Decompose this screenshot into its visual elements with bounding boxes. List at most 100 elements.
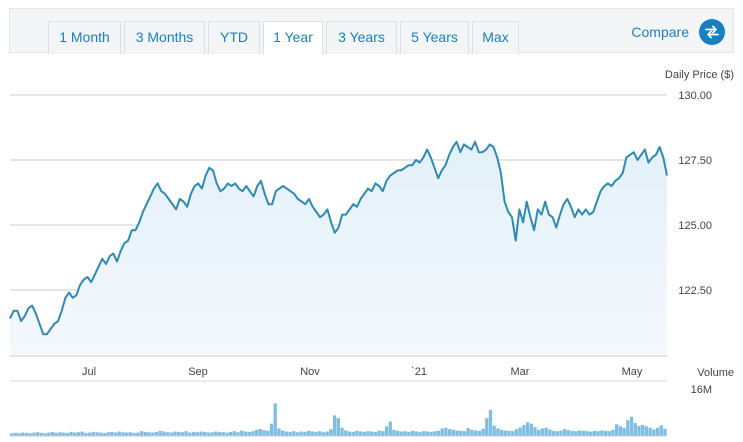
volume-bar bbox=[566, 430, 571, 436]
volume-bar bbox=[611, 429, 615, 436]
volume-bar bbox=[436, 430, 441, 436]
volume-bar bbox=[280, 430, 285, 436]
volume-bar bbox=[54, 432, 58, 436]
volume-bar bbox=[622, 427, 626, 436]
volume-bar bbox=[440, 428, 444, 436]
volume-bar bbox=[95, 432, 99, 436]
volume-bar bbox=[295, 432, 300, 436]
volume-bar bbox=[158, 430, 162, 436]
volume-bar bbox=[195, 432, 199, 436]
volume-bar bbox=[310, 431, 314, 436]
volume-bar bbox=[76, 432, 81, 436]
volume-bar bbox=[496, 428, 500, 436]
y-tick-label: 127.50 bbox=[678, 155, 712, 167]
volume-bar bbox=[329, 429, 333, 437]
x-tick-label: May bbox=[622, 366, 643, 378]
volume-bar bbox=[589, 431, 593, 436]
volume-bar bbox=[80, 431, 84, 436]
volume-bar bbox=[503, 430, 507, 436]
volume-bar bbox=[243, 431, 248, 436]
volume-bar bbox=[607, 431, 611, 436]
volume-bar bbox=[203, 431, 207, 437]
tab-1-month[interactable]: 1 Month bbox=[48, 21, 121, 54]
volume-bar bbox=[13, 432, 18, 436]
volume-bar bbox=[314, 431, 318, 437]
volume-bar bbox=[652, 429, 656, 436]
volume-bar bbox=[229, 431, 233, 437]
volume-bar bbox=[58, 432, 62, 436]
volume-bar bbox=[136, 432, 140, 436]
volume-bar bbox=[559, 430, 563, 436]
volume-bar bbox=[262, 430, 266, 436]
volume-bar bbox=[162, 431, 166, 436]
volume-bar bbox=[384, 426, 389, 437]
price-area bbox=[10, 141, 667, 355]
volume-bar bbox=[522, 425, 526, 436]
volume-bar bbox=[429, 431, 433, 437]
volume-bar bbox=[381, 431, 385, 436]
tab-3-years[interactable]: 3 Years bbox=[326, 21, 397, 54]
volume-bar bbox=[47, 432, 51, 436]
tab-ytd[interactable]: YTD bbox=[208, 21, 260, 54]
volume-bar bbox=[544, 427, 548, 436]
volume-bar bbox=[518, 427, 522, 436]
volume-bar bbox=[143, 431, 147, 437]
tab-5-years[interactable]: 5 Years bbox=[400, 21, 469, 54]
volume-bar bbox=[84, 432, 88, 436]
volume-bar bbox=[448, 429, 452, 437]
volume-bar bbox=[533, 427, 537, 436]
volume-bar bbox=[206, 432, 211, 436]
volume-bar bbox=[214, 431, 218, 436]
volume-bar bbox=[540, 428, 545, 436]
volume-bar bbox=[362, 431, 366, 437]
volume-bar bbox=[269, 423, 274, 437]
volume-bar bbox=[644, 426, 649, 437]
volume-bar bbox=[273, 403, 277, 436]
compare-button[interactable]: Compare bbox=[631, 18, 725, 46]
volume-bar bbox=[615, 424, 619, 436]
volume-bar bbox=[574, 431, 578, 436]
volume-bar bbox=[551, 430, 556, 436]
y-tick-label: 122.50 bbox=[678, 285, 712, 297]
volume-bar bbox=[32, 432, 36, 436]
tab-max[interactable]: Max bbox=[472, 21, 519, 54]
volume-bar bbox=[422, 431, 426, 436]
volume-bar bbox=[225, 432, 229, 436]
volume-bar bbox=[240, 430, 244, 436]
volume-bar bbox=[603, 430, 608, 436]
tab-1-year[interactable]: 1 Year bbox=[263, 21, 323, 55]
volume-bar bbox=[87, 432, 92, 436]
volume-bar bbox=[151, 432, 155, 436]
volume-bar bbox=[466, 428, 470, 436]
volume-bar bbox=[414, 431, 418, 436]
volume-bar bbox=[499, 429, 504, 436]
tab-3-months[interactable]: 3 Months bbox=[124, 21, 205, 54]
volume-bar bbox=[629, 416, 634, 436]
volume-bar bbox=[232, 431, 237, 436]
volume-bar bbox=[110, 431, 114, 437]
range-tab-bar: 1 Month 3 Months YTD 1 Year 3 Years 5 Years Ma… bbox=[9, 8, 734, 55]
volume-bar bbox=[392, 429, 396, 436]
volume-bar bbox=[459, 430, 463, 436]
volume-bar bbox=[577, 430, 582, 436]
volume-bar bbox=[184, 431, 188, 436]
volume-bar bbox=[251, 431, 255, 436]
volume-bar bbox=[477, 430, 481, 436]
volume-bar bbox=[455, 430, 459, 436]
volume-bar bbox=[91, 431, 95, 437]
volume-bar bbox=[403, 431, 407, 436]
volume-bar bbox=[217, 431, 222, 437]
compare-label: Compare bbox=[631, 24, 689, 40]
volume-bar bbox=[69, 431, 73, 437]
volume-bar bbox=[65, 432, 69, 436]
volume-bar bbox=[125, 432, 129, 436]
volume-bar bbox=[648, 427, 652, 436]
volume-bar bbox=[299, 431, 303, 436]
volume-bar bbox=[247, 431, 251, 437]
volume-bar bbox=[366, 431, 370, 436]
volume-bar bbox=[473, 430, 478, 436]
volume-bar bbox=[113, 432, 118, 436]
volume-bar bbox=[633, 422, 637, 436]
volume-bar bbox=[173, 431, 177, 436]
volume-bar bbox=[61, 432, 66, 436]
